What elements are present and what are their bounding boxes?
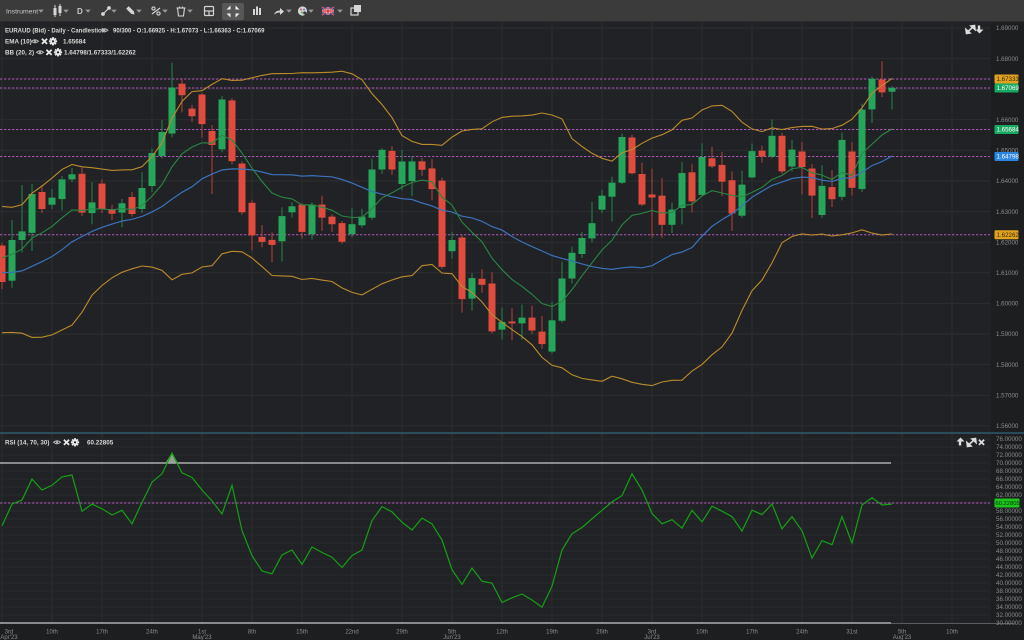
svg-text:D: D [77,7,83,16]
svg-text:17th: 17th [96,630,108,636]
svg-text:1.59000: 1.59000 [996,331,1019,338]
svg-text:44.00000: 44.00000 [996,564,1022,571]
svg-text:1.63000: 1.63000 [996,209,1019,216]
svg-text:3rd: 3rd [5,630,14,636]
svg-text:Jul'23: Jul'23 [644,635,660,640]
svg-text:60.22805: 60.22805 [996,501,1020,507]
svg-text:1.66000: 1.66000 [996,117,1019,124]
svg-text:29th: 29th [396,630,408,636]
svg-text:1.62000: 1.62000 [996,239,1019,246]
svg-text:1.60000: 1.60000 [996,301,1019,308]
svg-text:52.00000: 52.00000 [996,532,1022,539]
svg-text:1.65684: 1.65684 [997,127,1020,134]
svg-text:22nd: 22nd [345,630,358,636]
svg-text:Instrument: Instrument [6,9,38,16]
svg-text:1.64798: 1.64798 [997,154,1020,161]
svg-text:5th: 5th [898,630,906,636]
svg-text:1.69000: 1.69000 [996,25,1019,32]
svg-text:74.00000: 74.00000 [996,444,1022,451]
svg-text:1.64000: 1.64000 [996,178,1019,185]
svg-text:62.00000: 62.00000 [996,492,1022,499]
svg-text:EURAUD (Bid) - Daily - Candles: EURAUD (Bid) - Daily - Candlestick [5,29,105,35]
svg-text:60.22805: 60.22805 [87,440,114,447]
svg-text:36.00000: 36.00000 [996,596,1022,603]
svg-text:3rd: 3rd [648,630,657,636]
svg-text:66.00000: 66.00000 [996,476,1022,483]
svg-text:RSI (14, 70, 30): RSI (14, 70, 30) [5,440,49,447]
svg-text:76.00000: 76.00000 [996,436,1022,443]
svg-text:50.00000: 50.00000 [996,540,1022,547]
svg-text:31st: 31st [846,630,858,636]
svg-text:1.61000: 1.61000 [996,270,1019,277]
svg-text:EMA (10): EMA (10) [5,39,32,46]
svg-text:42.00000: 42.00000 [996,572,1022,579]
svg-text:26th: 26th [596,630,608,636]
svg-text:12th: 12th [496,630,508,636]
svg-text:1st: 1st [198,630,206,636]
svg-text:10th: 10th [946,630,958,636]
svg-text:10th: 10th [696,630,708,636]
svg-text:19th: 19th [546,630,558,636]
svg-text:90/300 - O:1.66925 - H:1.67073: 90/300 - O:1.66925 - H:1.67073 - L:1.663… [113,29,265,35]
svg-text:1.62262: 1.62262 [997,232,1020,239]
svg-text:Apr'23: Apr'23 [0,635,18,640]
svg-text:1.57000: 1.57000 [996,392,1019,399]
svg-text:56.00000: 56.00000 [996,516,1022,523]
svg-text:70.00000: 70.00000 [996,460,1022,467]
svg-text:30.00000: 30.00000 [996,620,1022,627]
svg-text:BB (20, 2): BB (20, 2) [5,50,34,57]
svg-text:8th: 8th [248,630,256,636]
svg-text:54.00000: 54.00000 [996,524,1022,531]
svg-text:24th: 24th [146,630,158,636]
svg-text:Aug'23: Aug'23 [893,635,912,640]
svg-text:72.00000: 72.00000 [996,452,1022,459]
svg-text:1.64798/1.67333/1.62262: 1.64798/1.67333/1.62262 [64,50,136,57]
svg-text:24th: 24th [796,630,808,636]
svg-text:58.00000: 58.00000 [996,508,1022,515]
svg-text:10th: 10th [46,630,58,636]
svg-text:1.68000: 1.68000 [996,56,1019,63]
svg-text:15th: 15th [296,630,308,636]
svg-text:17th: 17th [746,630,758,636]
svg-text:38.00000: 38.00000 [996,588,1022,595]
svg-text:1.56000: 1.56000 [996,423,1019,430]
svg-text:1.65684: 1.65684 [63,39,86,46]
svg-text:May'23: May'23 [192,635,212,640]
svg-text:46.00000: 46.00000 [996,556,1022,563]
svg-text:68.00000: 68.00000 [996,468,1022,475]
svg-text:1.67069: 1.67069 [997,85,1020,92]
svg-text:1.65000: 1.65000 [996,148,1019,155]
svg-text:34.00000: 34.00000 [996,604,1022,611]
svg-text:64.00000: 64.00000 [996,484,1022,491]
svg-text:48.00000: 48.00000 [996,548,1022,555]
svg-text:Jun'23: Jun'23 [443,635,461,640]
svg-text:1.58000: 1.58000 [996,362,1019,369]
svg-text:5th: 5th [448,630,456,636]
svg-text:40.00000: 40.00000 [996,580,1022,587]
svg-text:32.00000: 32.00000 [996,612,1022,619]
svg-text:1.67333: 1.67333 [997,76,1020,83]
